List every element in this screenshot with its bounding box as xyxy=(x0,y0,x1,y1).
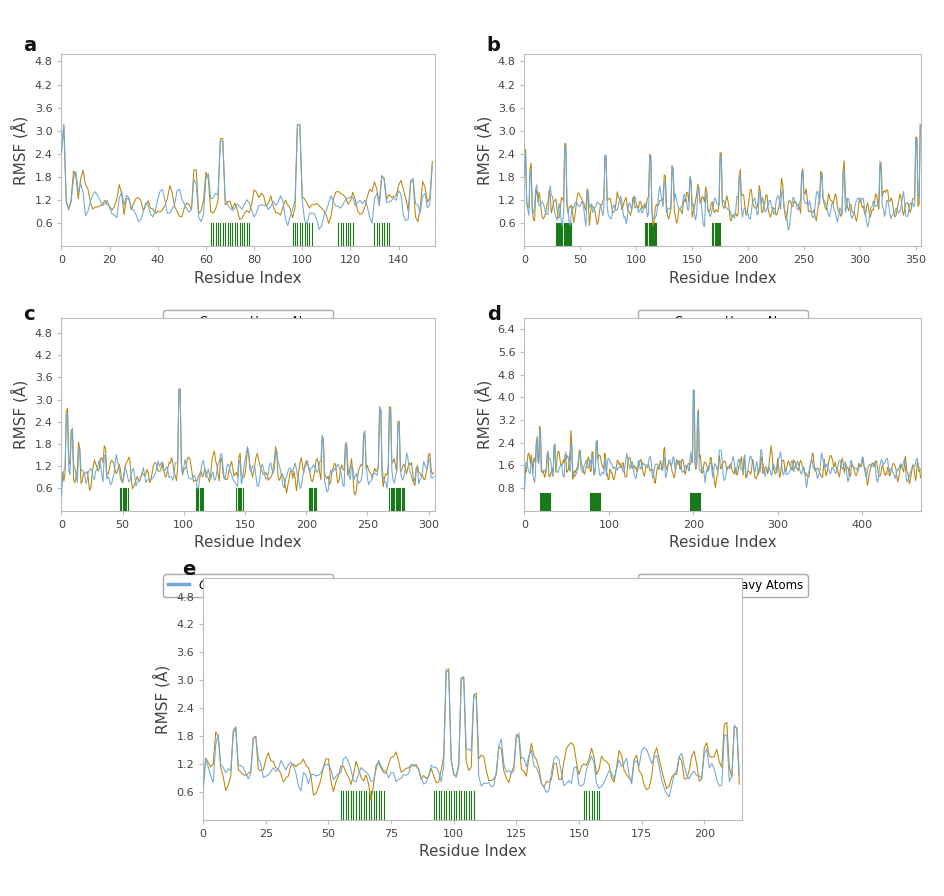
Y-axis label: RMSF (Å): RMSF (Å) xyxy=(474,116,492,185)
Y-axis label: RMSF (Å): RMSF (Å) xyxy=(11,116,29,185)
Text: d: d xyxy=(486,305,500,323)
Text: c: c xyxy=(24,305,35,323)
Legend: Cα, Heavy Atoms: Cα, Heavy Atoms xyxy=(637,310,807,332)
Legend: Cα, Heavy Atoms: Cα, Heavy Atoms xyxy=(637,574,807,597)
Legend: Cα, Heavy Atoms: Cα, Heavy Atoms xyxy=(163,310,332,332)
X-axis label: Residue Index: Residue Index xyxy=(194,535,301,550)
Text: b: b xyxy=(486,36,500,55)
Y-axis label: RMSF (Å): RMSF (Å) xyxy=(153,664,171,734)
X-axis label: Residue Index: Residue Index xyxy=(668,535,776,550)
Y-axis label: RMSF (Å): RMSF (Å) xyxy=(11,380,29,449)
Legend: Cα, Heavy Atoms: Cα, Heavy Atoms xyxy=(163,574,332,597)
Text: a: a xyxy=(24,36,37,55)
X-axis label: Residue Index: Residue Index xyxy=(668,271,776,286)
X-axis label: Residue Index: Residue Index xyxy=(194,271,301,286)
Y-axis label: RMSF (Å): RMSF (Å) xyxy=(474,380,492,449)
Text: e: e xyxy=(182,560,195,579)
X-axis label: Residue Index: Residue Index xyxy=(418,844,526,859)
